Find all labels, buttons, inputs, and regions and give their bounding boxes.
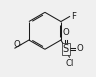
Text: Cl: Cl — [66, 59, 74, 68]
Text: O: O — [77, 44, 84, 53]
Text: O: O — [13, 40, 20, 49]
Text: S: S — [63, 44, 69, 54]
Text: F: F — [72, 12, 77, 21]
Text: O: O — [63, 28, 69, 37]
